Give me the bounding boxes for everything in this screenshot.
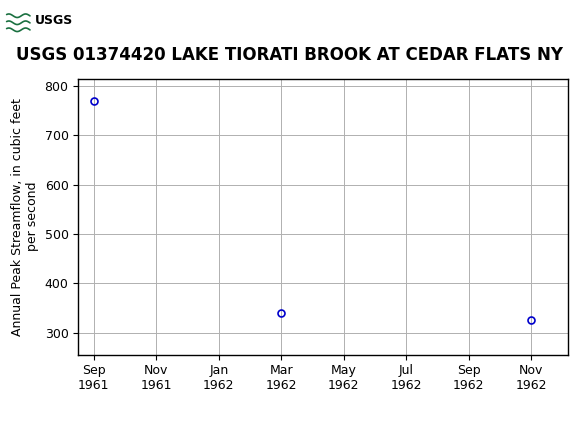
Text: USGS: USGS [35, 15, 73, 28]
Y-axis label: Annual Peak Streamflow, in cubic feet
per second: Annual Peak Streamflow, in cubic feet pe… [11, 98, 39, 335]
Text: USGS 01374420 LAKE TIORATI BROOK AT CEDAR FLATS NY: USGS 01374420 LAKE TIORATI BROOK AT CEDA… [16, 46, 564, 64]
